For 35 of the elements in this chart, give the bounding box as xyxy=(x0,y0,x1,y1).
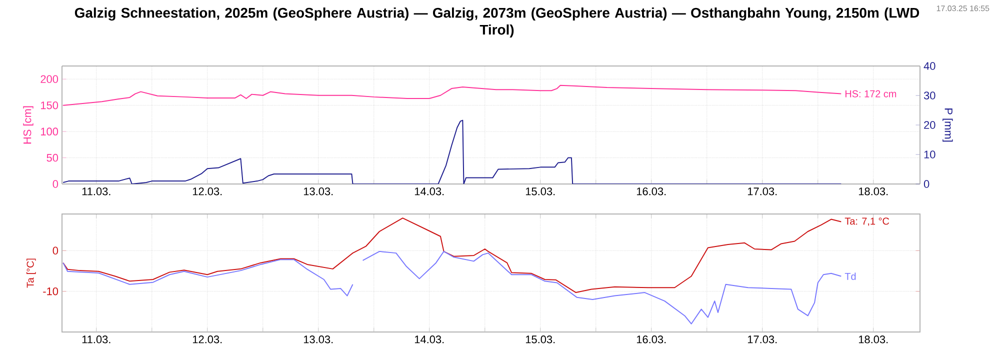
x-tick-label: 17.03. xyxy=(748,336,777,344)
x-tick-label: 12.03. xyxy=(192,188,222,196)
y2-tick-label: 10 xyxy=(924,150,936,158)
x-tick-label: 11.03. xyxy=(82,188,110,196)
x-tick-label: 18.03. xyxy=(858,188,888,196)
x-tick-label: 15.03. xyxy=(526,336,555,344)
y-tick-label: 0 xyxy=(52,180,58,188)
x-tick-label: 16.03. xyxy=(636,188,666,196)
y-tick-label: 50 xyxy=(46,154,58,162)
x-tick-label: 15.03. xyxy=(526,188,555,196)
y2-tick-label: 0 xyxy=(924,180,930,188)
y-tick-label: -10 xyxy=(43,287,58,296)
x-tick-label: 18.03. xyxy=(858,336,888,344)
x-tick-label: 16.03. xyxy=(636,336,666,344)
chart-title: Galzig Schneestation, 2025m (GeoSphere Austria) — Galzig, 2073m (GeoSphere Austria) — Osthangbahn Young, 2150m (LWD Tirol) xyxy=(74,8,920,38)
x-tick-label: 14.03. xyxy=(414,188,444,196)
y-tick-label: 0 xyxy=(52,246,58,254)
y2-axis-title: P [mm] xyxy=(942,108,953,142)
y-tick-label: 150 xyxy=(41,101,58,110)
x-tick-label: 13.03. xyxy=(304,336,333,344)
x-tick-label: 14.03. xyxy=(414,336,444,344)
y2-tick-label: 40 xyxy=(924,62,936,70)
y-tick-label: 200 xyxy=(40,75,58,83)
series-label: Td xyxy=(844,272,856,280)
annotation: Ta: 7,1 °C xyxy=(844,218,890,226)
x-tick-label: 13.03. xyxy=(304,188,333,196)
x-tick-label: 17.03. xyxy=(748,188,777,196)
y-tick-label: 100 xyxy=(41,128,58,136)
x-tick-label: 12.03. xyxy=(192,336,222,344)
y2-tick-label: 30 xyxy=(924,92,936,100)
y-axis-title: Ta [°C] xyxy=(26,258,36,288)
y-axis-title: HS [cm] xyxy=(23,106,34,144)
annotation: HS: 172 cm xyxy=(845,90,896,98)
y2-tick-label: 20 xyxy=(924,121,936,129)
x-tick-label: 11.03. xyxy=(82,336,110,344)
